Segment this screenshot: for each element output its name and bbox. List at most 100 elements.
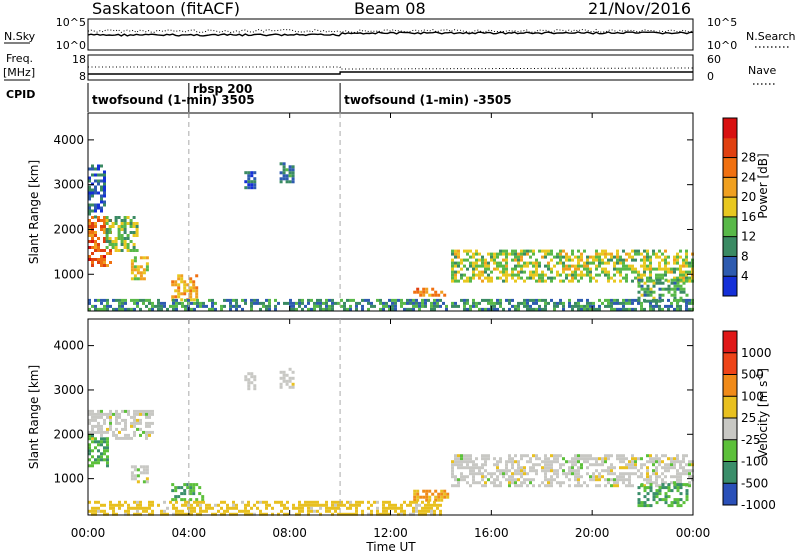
heatmap-cell [196, 298, 199, 302]
heatmap-cell [484, 469, 487, 473]
heatmap-cell [550, 276, 553, 280]
heatmap-cell [595, 484, 598, 488]
heatmap-cell [481, 279, 484, 283]
heatmap-cell [421, 301, 424, 305]
heatmap-cell [91, 409, 94, 413]
heatmap-cell [688, 475, 691, 479]
heatmap-cell [472, 276, 475, 280]
heatmap-cell [285, 382, 289, 386]
heatmap-cell [271, 506, 274, 510]
heatmap-cell [157, 298, 160, 302]
heatmap-cell [661, 252, 664, 256]
heatmap-cell [94, 307, 97, 311]
heatmap-cell [586, 298, 589, 302]
heatmap-cell [115, 433, 118, 437]
heatmap-cell [562, 255, 565, 259]
heatmap-cell [319, 298, 322, 302]
heatmap-cell [123, 231, 127, 234]
heatmap-cell [94, 509, 97, 513]
heatmap-cell [105, 228, 109, 231]
heatmap-cell [211, 301, 214, 305]
heatmap-cell [685, 469, 688, 473]
heatmap-cell [208, 307, 211, 311]
heatmap-cell [88, 209, 91, 213]
heatmap-cell [508, 481, 511, 485]
heatmap-cell [628, 267, 631, 271]
heatmap-cell [553, 304, 556, 308]
heatmap-cell [649, 478, 652, 482]
colorbar-tick-label: -1000 [741, 498, 776, 512]
heatmap-cell [133, 409, 136, 413]
heatmap-cell [109, 503, 112, 507]
heatmap-cell [604, 484, 607, 488]
heatmap-cell [190, 503, 193, 507]
heatmap-cell [637, 298, 640, 302]
heatmap-cell [550, 463, 553, 467]
heatmap-cell [502, 270, 505, 274]
heatmap-cell [670, 457, 673, 461]
heatmap-cell [244, 512, 247, 516]
heatmap-cell [649, 489, 653, 493]
heatmap-cell [472, 270, 475, 274]
heatmap-cell [484, 457, 487, 461]
heatmap-cell [655, 276, 658, 280]
heatmap-cell [112, 307, 115, 311]
heatmap-cell [256, 500, 259, 504]
heatmap-cell [481, 264, 484, 268]
heatmap-cell [430, 509, 433, 513]
heatmap-cell [291, 382, 295, 386]
heatmap-cell [437, 492, 441, 496]
heatmap-cell [676, 261, 679, 265]
heatmap-cell [226, 503, 229, 507]
heatmap-cell [370, 512, 373, 516]
heatmap-cell [586, 457, 589, 461]
heatmap-cell [676, 252, 679, 256]
heatmap-cell [643, 249, 646, 253]
heatmap-cell [556, 301, 559, 305]
heatmap-cell [199, 301, 202, 305]
heatmap-cell [508, 457, 511, 461]
heatmap-cell [493, 304, 496, 308]
heatmap-cell [451, 484, 454, 488]
heatmap-cell [148, 424, 151, 428]
heatmap-cell [127, 509, 130, 513]
heatmap-cell [288, 180, 292, 184]
heatmap-cell [559, 466, 562, 470]
heatmap-cell [114, 240, 118, 243]
heatmap-cell [307, 500, 310, 504]
heatmap-cell [562, 264, 565, 268]
heatmap-cell [673, 486, 677, 490]
heatmap-cell [676, 501, 680, 505]
heatmap-cell [130, 277, 134, 281]
heatmap-cell [514, 249, 517, 253]
heatmap-cell [553, 264, 556, 268]
heatmap-cell [547, 463, 550, 467]
heatmap-cell [133, 412, 136, 416]
heatmap-cell [613, 472, 616, 476]
heatmap-cell [601, 475, 604, 479]
heatmap-cell [496, 264, 499, 268]
heatmap-cell [136, 304, 139, 308]
heatmap-cell [334, 500, 337, 504]
heatmap-cell [685, 463, 688, 467]
heatmap-cell [440, 498, 444, 502]
heatmap-cell [376, 506, 379, 510]
heatmap-cell [610, 478, 613, 482]
heatmap-cell [514, 472, 517, 476]
heatmap-cell [97, 500, 100, 504]
heatmap-cell [568, 267, 571, 271]
heatmap-cell [132, 243, 136, 246]
heatmap-cell [472, 466, 475, 470]
heatmap-cell [628, 463, 631, 467]
heatmap-cell [523, 298, 526, 302]
heatmap-cell [422, 293, 426, 297]
heatmap-cell [106, 464, 109, 468]
heatmap-cell [88, 509, 91, 513]
heatmap-cell [595, 258, 598, 262]
heatmap-cell [658, 296, 662, 300]
heatmap-cell [604, 267, 607, 271]
heatmap-cell [643, 261, 646, 265]
heatmap-cell [664, 498, 668, 502]
heatmap-cell [195, 295, 199, 299]
heatmap-cell [685, 258, 688, 262]
